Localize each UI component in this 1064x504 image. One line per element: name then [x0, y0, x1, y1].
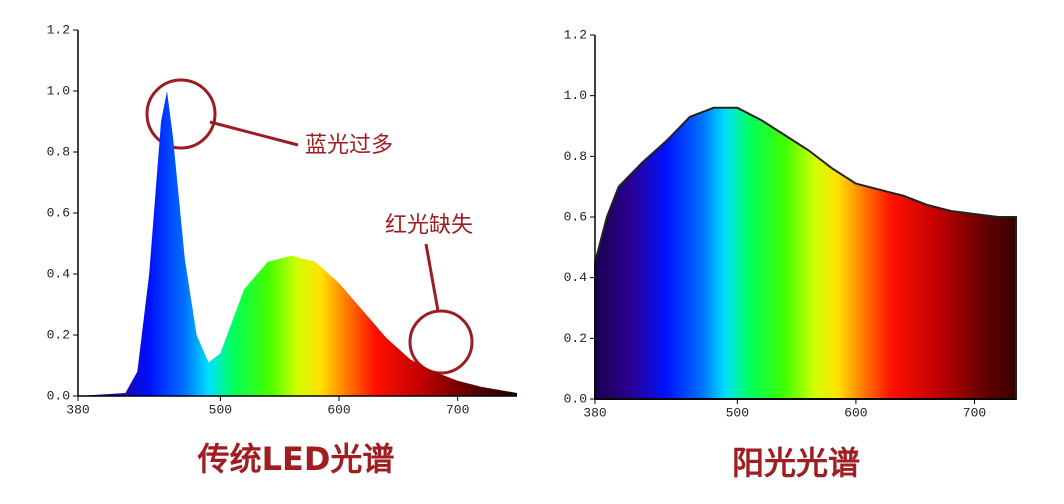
y-tick-label: 0.8: [564, 149, 587, 164]
x-tick-label: 700: [446, 402, 469, 417]
spectrum-area: [594, 106, 1017, 400]
y-tick-label: 0.2: [47, 327, 70, 342]
y-tick-label: 0.6: [47, 205, 70, 220]
annotation: 蓝光过多: [305, 133, 393, 158]
x-tick-label: 380: [583, 405, 606, 420]
y-tick-label: 1.0: [47, 83, 70, 98]
annotation: 红光缺失: [385, 213, 473, 238]
circle-marker: [408, 309, 474, 375]
y-tick-label: 1.0: [564, 88, 587, 103]
pointer-line: [424, 243, 440, 312]
spectrum-area: [78, 91, 517, 396]
y-tick-label: 1.2: [47, 22, 70, 37]
annotation-markers: [145, 78, 474, 375]
y-tick-label: 0.2: [564, 331, 587, 346]
y-tick-label: 0.4: [564, 270, 588, 285]
y-tick-label: 0.8: [47, 144, 70, 159]
x-tick-label: 600: [327, 402, 350, 417]
x-tick-label: 380: [66, 402, 89, 417]
x-tick-label: 500: [726, 405, 749, 420]
pointer-line: [209, 120, 299, 147]
y-tick-label: 0.4: [47, 266, 71, 281]
circle-marker: [145, 78, 217, 150]
chart-title: 传统LED光谱: [197, 440, 395, 478]
x-tick-label: 500: [209, 402, 232, 417]
y-tick-label: 0.0: [47, 388, 70, 403]
chart-title: 阳光光谱: [732, 444, 860, 482]
x-tick-label: 600: [844, 405, 867, 420]
y-tick-label: 0.6: [564, 209, 587, 224]
y-tick-label: 1.2: [564, 27, 587, 42]
y-tick-label: 0.0: [564, 391, 587, 406]
x-tick-label: 700: [963, 405, 986, 420]
